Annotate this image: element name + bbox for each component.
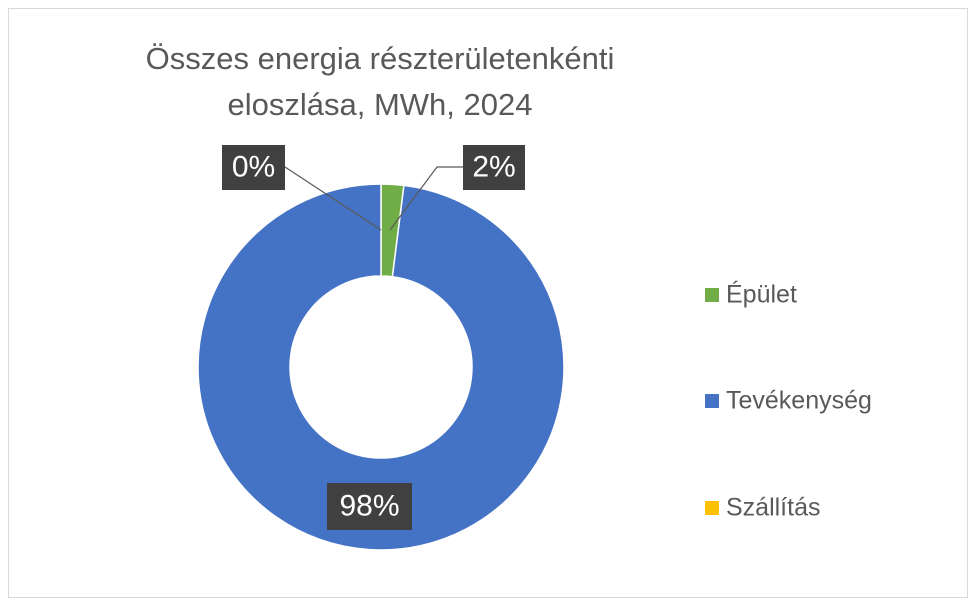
data-label-box xyxy=(222,145,285,190)
legend-swatch xyxy=(705,501,719,515)
legend-label: Tevékenység xyxy=(726,387,872,415)
chart-frame xyxy=(8,8,968,598)
data-label-box xyxy=(327,483,412,530)
leader-line xyxy=(284,166,382,231)
data-label-box xyxy=(463,145,525,190)
donut-slice xyxy=(197,183,565,551)
chart-title: Összes energia részterületenkénti eloszl… xyxy=(145,41,615,122)
data-label: 98% xyxy=(339,489,399,522)
leader-line xyxy=(389,166,463,231)
legend-label: Szállítás xyxy=(726,494,820,522)
legend-label: Épület xyxy=(726,280,797,309)
legend-swatch xyxy=(705,288,719,302)
data-label: 2% xyxy=(472,150,515,183)
legend-swatch xyxy=(705,394,719,408)
data-label: 0% xyxy=(232,150,275,183)
